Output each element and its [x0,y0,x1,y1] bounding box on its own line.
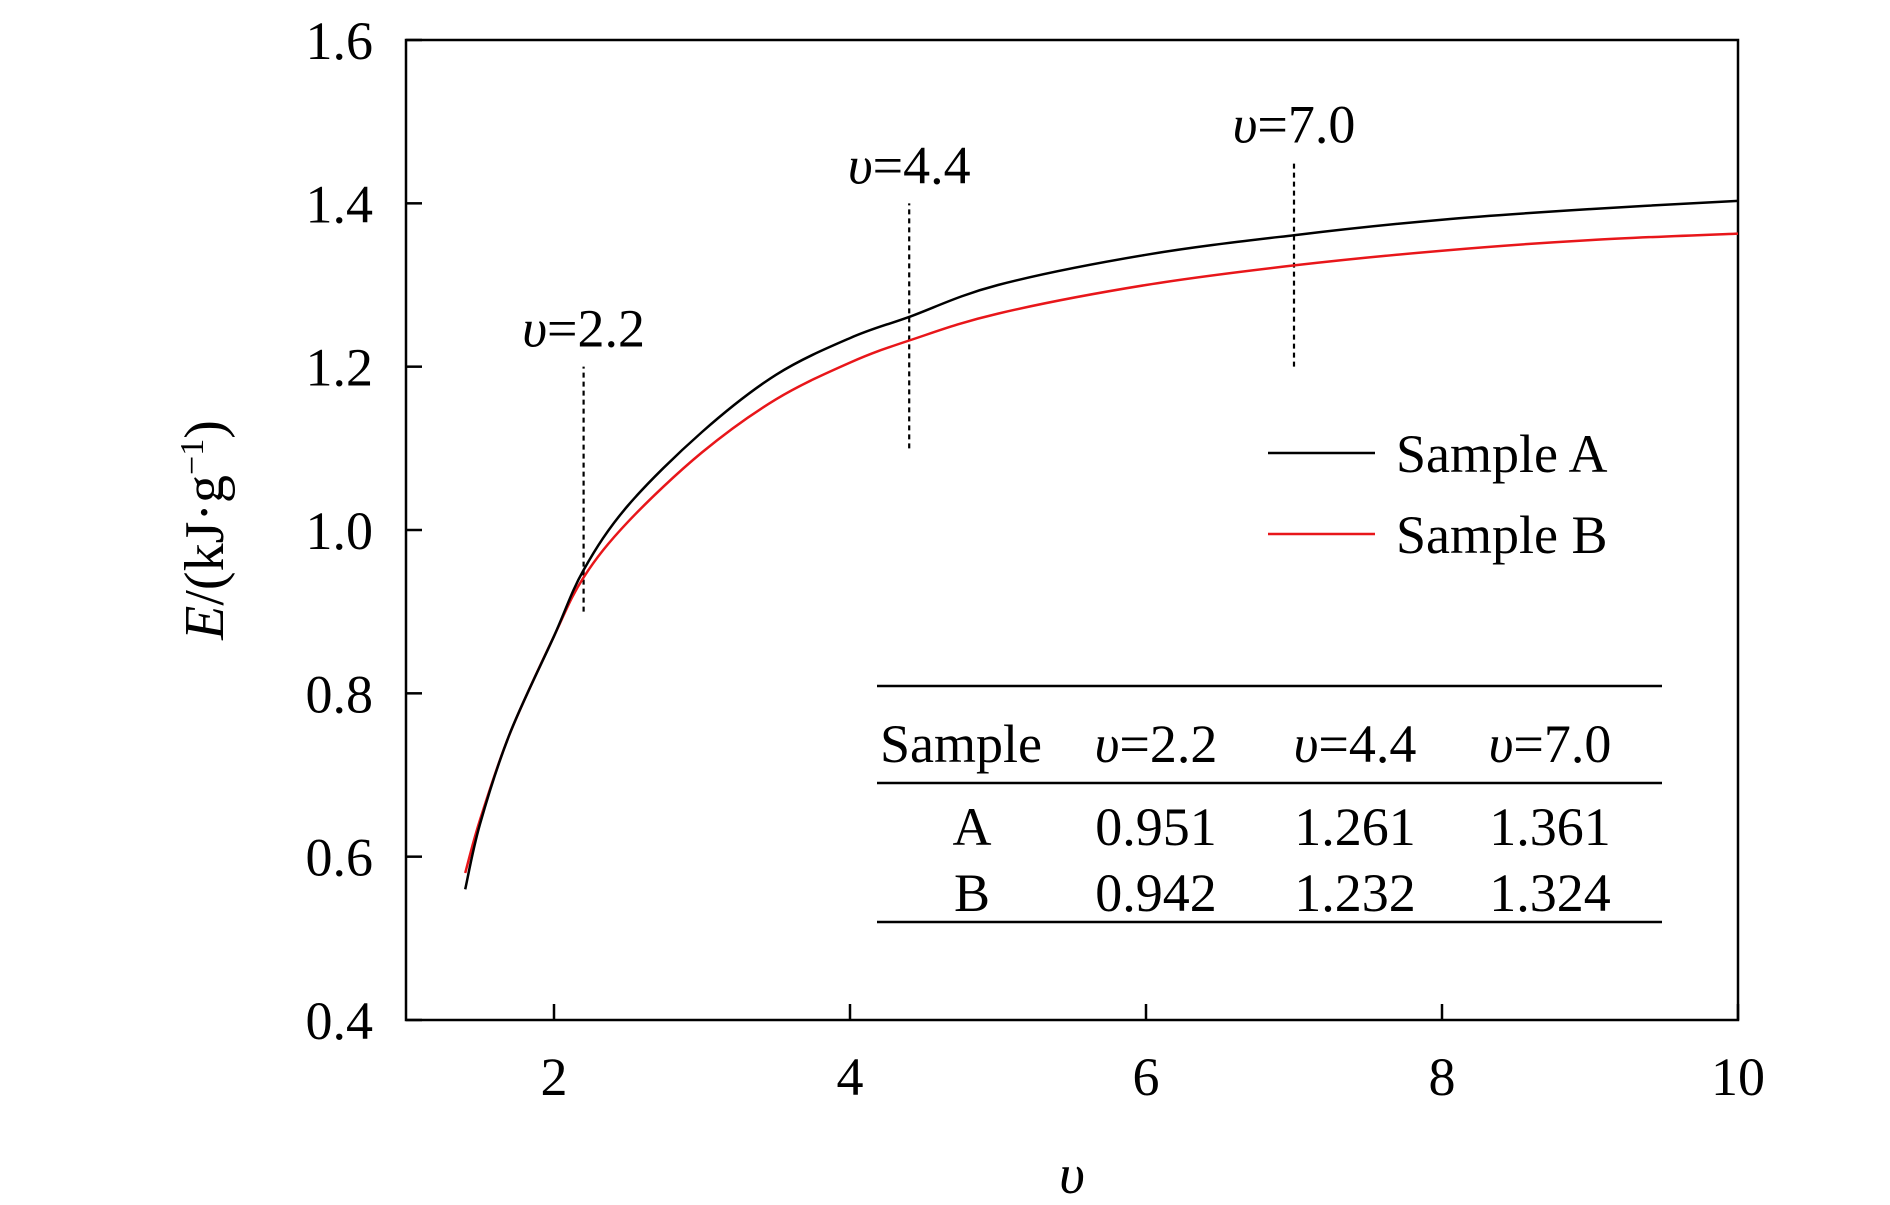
table-header-col-2: υ=4.4 [1294,714,1417,774]
table-row-b-value-1: 0.942 [1095,863,1217,923]
annotation-label-1: υ=4.4 [848,135,971,195]
x-axis-ticks: 2 4 6 8 10 [541,1004,1765,1107]
table-header-col-1: υ=2.2 [1095,714,1218,774]
x-tick-label-2: 6 [1133,1047,1160,1107]
annotations: υ=2.2 υ=4.4 υ=7.0 [522,95,1355,612]
y-axis-title: E/(kJ·g−1) [174,420,236,641]
y-tick-label-2: 0.8 [306,664,374,724]
annotation-label-2: υ=7.0 [1233,95,1356,155]
table-row-b-label: B [954,863,990,923]
legend-label-sample-b: Sample B [1396,505,1608,565]
y-tick-label-4: 1.2 [306,338,374,398]
y-tick-label-3: 1.0 [306,501,374,561]
table-row-a-value-2: 1.261 [1294,797,1416,857]
table-header-sample: Sample [880,714,1042,774]
y-tick-label-0: 0.4 [306,991,374,1051]
series-line-sample-a [463,199,1739,890]
x-tick-label-4: 10 [1711,1047,1765,1107]
table-row-b-value-2: 1.232 [1294,863,1416,923]
y-axis-ticks: 0.4 0.6 0.8 1.0 1.2 1.4 1.6 [306,11,422,1051]
legend-label-sample-a: Sample A [1396,424,1608,484]
svg-text:E/(kJ·g−1): E/(kJ·g−1) [174,420,236,641]
table-row-a-value-3: 1.361 [1489,797,1611,857]
y-tick-label-1: 0.6 [306,828,374,888]
y-axis-close: ) [174,420,236,439]
table-row-b-value-3: 1.324 [1489,863,1611,923]
y-axis-unit: /(kJ·g [174,475,236,606]
inset-table: Sample υ=2.2 υ=4.4 υ=7.0 A 0.951 1.261 1… [877,684,1662,924]
annotation-label-0: υ=2.2 [522,299,645,359]
y-axis-exponent: −1 [174,439,211,475]
x-axis-title: υ [1059,1144,1085,1205]
y-axis-symbol: E [174,606,236,641]
series-lines [463,199,1739,890]
table-row-a-value-1: 0.951 [1095,797,1217,857]
x-tick-label-3: 8 [1429,1047,1456,1107]
x-tick-label-1: 4 [837,1047,864,1107]
table-row-a-label: A [953,797,992,857]
y-tick-label-6: 1.6 [306,11,374,71]
table-header-col-3: υ=7.0 [1489,714,1612,774]
legend: Sample A Sample B [1268,424,1608,565]
x-tick-label-0: 2 [541,1047,568,1107]
y-tick-label-5: 1.4 [306,174,374,234]
